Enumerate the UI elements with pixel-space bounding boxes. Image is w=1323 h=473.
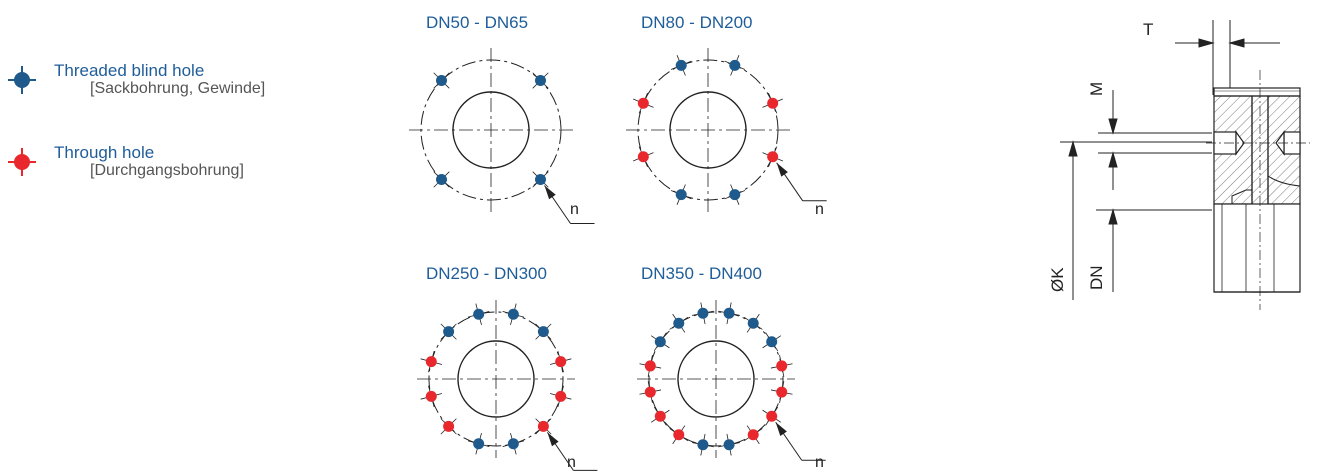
through-hole-4-13	[644, 360, 656, 372]
blind-hole-subtitle: [Sackbohrung, Gewinde]	[90, 80, 266, 97]
blind-hole-3-6	[507, 438, 519, 450]
blind-hole-3-11	[443, 326, 455, 338]
through-hole-title: Through hole	[54, 143, 155, 162]
blind-hole-1-1	[534, 75, 546, 87]
pattern-caption-dn250-dn300: DN250 - DN300	[426, 264, 547, 283]
n-label-pattern-4: n	[815, 454, 824, 471]
bore-circle-3	[457, 340, 535, 418]
blind-hole-3-0	[473, 308, 485, 320]
pattern-caption-dn350-dn400: DN350 - DN400	[641, 264, 762, 283]
dimension-m-label: M	[1087, 82, 1106, 96]
blind-hole-4-0	[697, 307, 709, 319]
through-hole-2-2	[767, 97, 779, 109]
blind-hole-2-4	[729, 189, 741, 201]
through-hole-marker-icon	[8, 148, 36, 176]
n-label-pattern-3: n	[567, 454, 576, 471]
blind-hole-4-14	[654, 336, 666, 348]
through-hole-3-5	[537, 420, 549, 432]
through-hole-2-6	[637, 151, 649, 163]
dimension-dn-label: DN	[1087, 265, 1106, 290]
through-hole-4-12	[644, 386, 656, 398]
bore-circle-4	[677, 340, 755, 418]
blind-hole-4-2	[747, 317, 759, 329]
blind-hole-2-1	[729, 59, 741, 71]
blind-hole-4-8	[723, 439, 735, 451]
blind-hole-title: Threaded blind hole	[54, 61, 205, 80]
through-hole-4-4	[776, 360, 788, 372]
through-hole-3-4	[555, 390, 567, 402]
through-hole-3-8	[443, 420, 455, 432]
blind-hole-4-15	[673, 317, 685, 329]
blind-hole-1-0	[436, 75, 448, 87]
leader-arrowhead-2	[776, 162, 788, 177]
blind-hole-1-3	[436, 173, 448, 185]
blind-hole-2-5	[675, 189, 687, 201]
blind-hole-marker-icon	[8, 66, 36, 94]
leader-arrowhead-3	[547, 432, 559, 447]
through-hole-4-7	[747, 429, 759, 441]
dimension-k	[1060, 140, 1212, 300]
legend: Threaded blind hole [Sackbohrung, Gewind…	[0, 55, 360, 195]
dimension-t	[1175, 20, 1280, 95]
through-hole-3-10	[425, 356, 437, 368]
section-center-lines	[1206, 70, 1310, 310]
dimension-m	[1098, 90, 1212, 190]
leader-arrowhead-1	[544, 185, 556, 200]
blind-hole-3-1	[507, 308, 519, 320]
blind-hole-3-7	[473, 438, 485, 450]
through-hole-3-9	[425, 390, 437, 402]
dimension-dn	[1096, 208, 1212, 292]
through-hole-4-6	[766, 410, 778, 422]
leader-arrowhead-4	[775, 422, 787, 437]
through-hole-4-5	[776, 386, 788, 398]
blind-hole-2-0	[675, 59, 687, 71]
blind-hole-4-1	[723, 307, 735, 319]
through-hole-4-11	[654, 410, 666, 422]
through-hole-subtitle: [Durchgangsbohrung]	[90, 162, 244, 179]
n-label-pattern-1: n	[570, 201, 579, 218]
dimension-k-label: ØK	[1048, 267, 1067, 292]
blind-hole-4-9	[697, 439, 709, 451]
blind-hole-1-2	[534, 173, 546, 185]
through-hole-4-10	[673, 429, 685, 441]
blind-hole-4-3	[766, 336, 778, 348]
through-hole-2-7	[637, 97, 649, 109]
blind-hole-3-2	[537, 326, 549, 338]
through-hole-3-3	[555, 356, 567, 368]
n-label-pattern-2: n	[815, 201, 824, 218]
dimension-t-label: T	[1143, 20, 1153, 39]
through-hole-2-3	[767, 151, 779, 163]
pattern-caption-dn80-dn200: DN80 - DN200	[641, 13, 753, 32]
pattern-caption-dn50-dn65: DN50 - DN65	[426, 13, 529, 32]
flange-body	[1213, 87, 1301, 293]
